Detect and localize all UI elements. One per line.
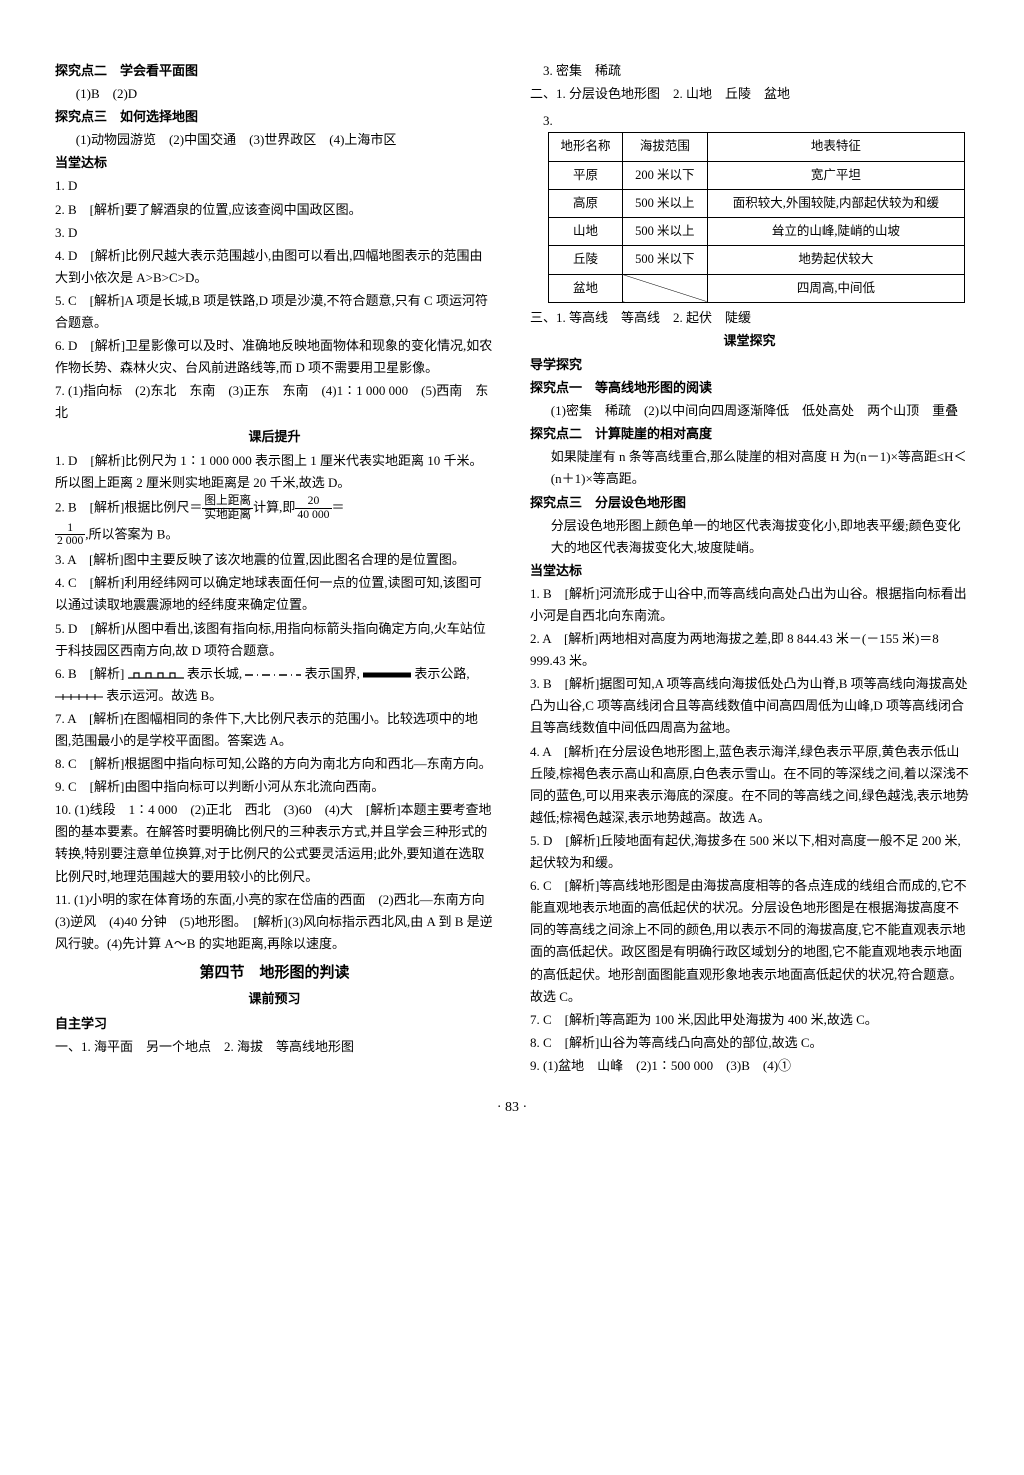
- left-column: 探究点二 学会看平面图 (1)B (2)D 探究点三 如何选择地图 (1)动物园…: [55, 60, 494, 1078]
- k6b: 表示长城,: [187, 666, 242, 681]
- r-inquiry1-title: 探究点一 等高线地形图的阅读: [530, 377, 969, 399]
- canal-symbol-icon: [55, 693, 103, 701]
- q1: 1. D: [55, 175, 494, 197]
- r-inquiry2-a: 如果陡崖有 n 条等高线重合,那么陡崖的相对高度 H 为(n－1)×等高距≤H＜…: [530, 446, 969, 490]
- r-class-standard-title: 当堂达标: [530, 560, 969, 582]
- road-symbol-icon: [363, 671, 411, 679]
- d7: 7. C [解析]等高距为 100 米,因此甲处海拔为 400 米,故选 C。: [530, 1009, 969, 1031]
- q3: 3. D: [55, 222, 494, 244]
- k9: 9. C [解析]由图中指向标可以判断小河从东北流向西南。: [55, 776, 494, 798]
- class-standard-title: 当堂达标: [55, 152, 494, 174]
- d8: 8. C [解析]山谷为等高线凸向高处的部位,故选 C。: [530, 1032, 969, 1054]
- d1: 1. B [解析]河流形成于山谷中,而等高线向高处凸出为山谷。根据指向标看出小河…: [530, 583, 969, 627]
- k6c: 表示国界,: [305, 666, 360, 681]
- k6a: 6. B [解析]: [55, 666, 124, 681]
- k2a: 2. B [解析]根据比例尺＝: [55, 499, 202, 514]
- k3: 3. A [解析]图中主要反映了该次地震的位置,因此图名合理的是位置图。: [55, 549, 494, 571]
- k10: 10. (1)线段 1∶4 000 (2)正北 西北 (3)60 (4)大 [解…: [55, 799, 494, 887]
- terrain-table: 地形名称 海拔范围 地表特征 平原 200 米以下 宽广平坦 高原 500 米以…: [548, 132, 965, 303]
- q4: 4. D [解析]比例尺越大表示范围越小,由图可以看出,四幅地图表示的范围由大到…: [55, 245, 494, 289]
- th-range: 海拔范围: [622, 133, 707, 161]
- after-class-title: 课后提升: [55, 426, 494, 448]
- r-part3: 三、1. 等高线 等高线 2. 起伏 陡缓: [530, 307, 969, 329]
- k4: 4. C [解析]利用经纬网可以确定地球表面任何一点的位置,读图可知,该图可以通…: [55, 572, 494, 616]
- k8: 8. C [解析]根据图中指向标可知,公路的方向为南北方向和西北—东南方向。: [55, 753, 494, 775]
- table-row: 山地 500 米以上 耸立的山峰,陡峭的山坡: [549, 218, 965, 246]
- k1: 1. D [解析]比例尺为 1∶1 000 000 表示图上 1 厘米代表实地距…: [55, 450, 494, 494]
- page-number: · 83 ·: [55, 1096, 969, 1120]
- table-header-row: 地形名称 海拔范围 地表特征: [549, 133, 965, 161]
- q2: 2. B [解析]要了解酒泉的位置,应该查阅中国政区图。: [55, 199, 494, 221]
- inquiry-point-2-title: 探究点二 学会看平面图: [55, 60, 494, 82]
- k2c: ＝: [332, 499, 345, 514]
- d5: 5. D [解析]丘陵地面有起伏,海拔多在 500 米以下,相对高度一般不足 2…: [530, 830, 969, 874]
- k11: 11. (1)小明的家在体育场的东面,小亮的家在岱庙的西面 (2)西北—东南方向…: [55, 889, 494, 955]
- r-part2-1: 二、1. 分层设色地形图 2. 山地 丘陵 盆地: [530, 83, 969, 105]
- k6d: 表示公路,: [414, 666, 469, 681]
- th-name: 地形名称: [549, 133, 623, 161]
- table-row: 丘陵 500 米以下 地势起伏较大: [549, 246, 965, 274]
- table-row: 高原 500 米以上 面积较大,外围较陡,内部起伏较为和缓: [549, 189, 965, 217]
- k7: 7. A [解析]在图幅相同的条件下,大比例尺表示的范围小。比较选项中的地图,范…: [55, 708, 494, 752]
- table-row-lead: 3.: [530, 106, 553, 132]
- table-row: 盆地 四周高,中间低: [549, 274, 965, 302]
- d9: 9. (1)盆地 山峰 (2)1∶500 000 (3)B (4)①: [530, 1055, 969, 1077]
- guided-inquiry-title: 导学探究: [530, 354, 969, 376]
- r-inquiry1-a: (1)密集 稀疏 (2)以中间向四周逐渐降低 低处高处 两个山顶 重叠: [530, 400, 969, 422]
- k6e: 表示运河。故选 B。: [106, 688, 222, 703]
- inquiry-point-2-answers: (1)B (2)D: [55, 83, 494, 105]
- q5: 5. C [解析]A 项是长城,B 项是铁路,D 项是沙漠,不符合题意,只有 C…: [55, 290, 494, 334]
- two-column-layout: 探究点二 学会看平面图 (1)B (2)D 探究点三 如何选择地图 (1)动物园…: [55, 60, 969, 1078]
- d4: 4. A [解析]在分层设色地形图上,蓝色表示海洋,绿色表示平原,黄色表示低山丘…: [530, 741, 969, 829]
- section-4-title: 第四节 地形图的判读: [55, 961, 494, 987]
- r-inquiry2-title: 探究点二 计算陡崖的相对高度: [530, 423, 969, 445]
- th-feature: 地表特征: [707, 133, 964, 161]
- diagonal-cell: [622, 274, 707, 302]
- k2-frac3: 12 000: [55, 522, 85, 549]
- great-wall-symbol-icon: [128, 670, 184, 680]
- q6: 6. D [解析]卫星影像可以及时、准确地反映地面物体和现象的变化情况,如农作物…: [55, 335, 494, 379]
- r-top3: 3. 密集 稀疏: [530, 60, 969, 82]
- inquiry-point-3-answers: (1)动物园游览 (2)中国交通 (3)世界政区 (4)上海市区: [55, 129, 494, 151]
- class-inquiry-title: 课堂探究: [530, 330, 969, 352]
- k2d: ,所以答案为 B。: [85, 526, 178, 541]
- self-study-title: 自主学习: [55, 1013, 494, 1035]
- k5: 5. D [解析]从图中看出,该图有指向标,用指向标箭头指向确定方向,火车站位于…: [55, 618, 494, 662]
- border-symbol-icon: [245, 671, 301, 679]
- right-column: 3. 密集 稀疏 二、1. 分层设色地形图 2. 山地 丘陵 盆地 3. 地形名…: [530, 60, 969, 1078]
- k2-frac1: 图上距离实地距离: [202, 495, 253, 522]
- table-row: 平原 200 米以下 宽广平坦: [549, 161, 965, 189]
- preview-title: 课前预习: [55, 988, 494, 1010]
- self-study-1: 一、1. 海平面 另一个地点 2. 海拔 等高线地形图: [55, 1036, 494, 1058]
- r-inquiry3-a: 分层设色地形图上颜色单一的地区代表海拔变化小,即地表平缓;颜色变化大的地区代表海…: [530, 515, 969, 559]
- k2b: 计算,即: [253, 499, 295, 514]
- inquiry-point-3-title: 探究点三 如何选择地图: [55, 106, 494, 128]
- k2-frac2: 2040 000: [295, 495, 331, 522]
- r-inquiry3-title: 探究点三 分层设色地形图: [530, 492, 969, 514]
- q7: 7. (1)指向标 (2)东北 东南 (3)正东 东南 (4)1∶1 000 0…: [55, 380, 494, 424]
- d6: 6. C [解析]等高线地形图是由海拔高度相等的各点连成的线组合而成的,它不能直…: [530, 875, 969, 1008]
- k6: 6. B [解析] 表示长城, 表示国界, 表示公路, 表示运河。故选 B。: [55, 663, 494, 707]
- d3: 3. B [解析]据图可知,A 项等高线向海拔低处凸为山脊,B 项等高线向海拔高…: [530, 673, 969, 739]
- d2: 2. A [解析]两地相对高度为两地海拔之差,即 8 844.43 米－(－15…: [530, 628, 969, 672]
- k2: 2. B [解析]根据比例尺＝图上距离实地距离计算,即2040 000＝ 12 0…: [55, 495, 494, 548]
